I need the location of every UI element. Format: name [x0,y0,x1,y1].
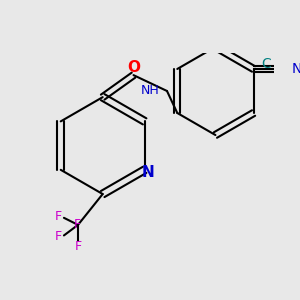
Text: F: F [55,210,62,224]
Text: N: N [142,165,155,180]
Text: O: O [127,60,140,75]
Text: N: N [292,62,300,76]
Text: F: F [55,230,62,243]
Text: F: F [74,240,82,254]
Text: NH: NH [141,85,160,98]
Text: C: C [262,57,272,71]
Text: F: F [74,218,81,231]
